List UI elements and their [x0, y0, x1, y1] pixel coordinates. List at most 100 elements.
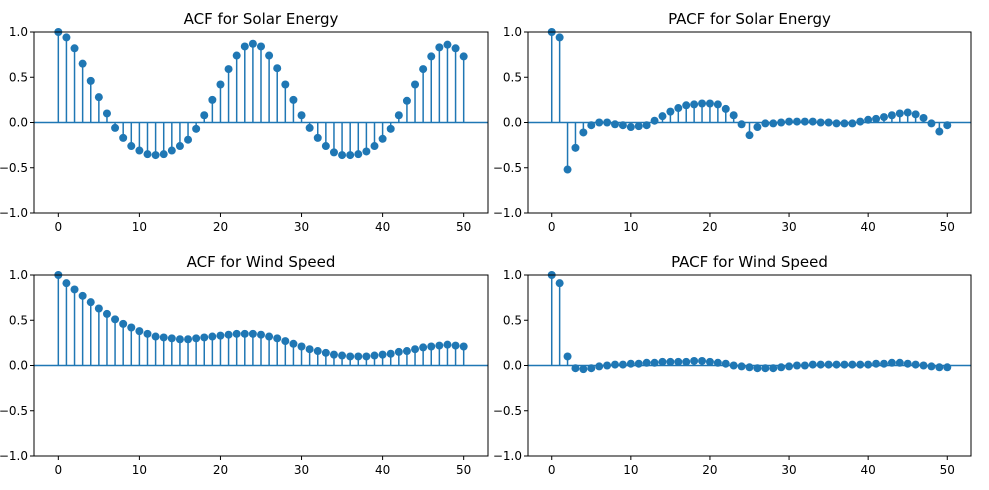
stem-marker — [674, 104, 683, 113]
stem-marker — [824, 118, 833, 127]
stem-marker — [70, 44, 79, 53]
stem-marker — [856, 360, 865, 369]
stem-marker — [816, 360, 825, 369]
stem-marker — [777, 118, 786, 127]
stem-marker — [281, 80, 290, 89]
stem-marker — [329, 148, 338, 157]
stem-marker — [273, 64, 282, 73]
panel-acf-solar-energy: ACF for Solar Energy 0 10 20 30 40 50 1.0 0.5 0.0… — [0, 10, 489, 234]
stem-marker — [135, 146, 144, 155]
stem-marker — [879, 113, 888, 122]
stem-marker — [435, 341, 444, 350]
stem-marker — [362, 352, 371, 361]
stem-marker — [887, 111, 896, 120]
stem-marker — [634, 122, 643, 131]
stem-marker — [666, 357, 675, 366]
stem-marker — [800, 117, 809, 126]
x-tick-label: 10 — [623, 463, 638, 477]
stem-marker — [167, 146, 176, 155]
stem-marker — [265, 51, 274, 60]
stem-marker — [159, 150, 168, 159]
stem-marker — [927, 119, 936, 128]
stem-marker — [386, 349, 395, 358]
stem-marker — [78, 59, 87, 68]
y-tick-label: 1.0 — [9, 268, 28, 282]
x-tick-label: 30 — [294, 220, 309, 234]
stem-marker — [111, 315, 120, 324]
stem-marker — [362, 147, 371, 156]
stem-marker — [281, 337, 290, 346]
stem-marker — [143, 150, 152, 159]
stem-marker — [682, 101, 691, 110]
stem-marker — [297, 342, 306, 351]
stem-marker — [943, 363, 952, 372]
x-tick-label: 50 — [940, 463, 955, 477]
stem-marker — [603, 361, 612, 370]
stem-marker — [119, 133, 128, 142]
stem-marker — [626, 359, 635, 368]
stem-marker — [394, 111, 403, 120]
stem-marker — [127, 323, 136, 332]
stem-marker — [579, 365, 588, 374]
stem-marker — [634, 359, 643, 368]
stem-marker — [792, 117, 801, 126]
stem-marker — [321, 348, 330, 357]
stem-marker — [313, 133, 322, 142]
stem-marker — [94, 93, 103, 102]
stem-marker — [192, 334, 201, 343]
stem-marker — [745, 363, 754, 372]
stem-marker — [911, 110, 920, 119]
stem-marker — [78, 291, 87, 300]
stem-marker — [840, 360, 849, 369]
stem-marker — [729, 361, 738, 370]
stem-marker — [571, 364, 580, 373]
y-tick-label: 1.0 — [9, 25, 28, 39]
stem-marker — [650, 116, 659, 125]
stem-marker — [143, 329, 152, 338]
stem-marker — [887, 358, 896, 367]
stem-marker — [587, 121, 596, 130]
stem-marker — [903, 108, 912, 117]
y-tick-label: −0.5 — [0, 161, 28, 175]
x-tick-label: 10 — [132, 220, 147, 234]
stem-marker — [248, 329, 257, 338]
stem-marker — [919, 113, 928, 122]
stem-marker — [102, 309, 111, 318]
stem-marker — [785, 362, 794, 371]
y-tick-label: −0.5 — [0, 404, 28, 418]
x-tick-label: 20 — [702, 220, 717, 234]
stem-marker — [354, 150, 363, 159]
stem-marker — [305, 345, 314, 354]
stem-marker — [119, 319, 128, 328]
stem-marker — [240, 42, 249, 51]
stem-marker — [354, 352, 363, 361]
x-tick-label: 30 — [294, 463, 309, 477]
y-tick-label: 1.0 — [503, 25, 522, 39]
stem-marker — [753, 123, 762, 132]
y-tick-label: −1.0 — [0, 206, 28, 220]
stem-marker — [816, 118, 825, 127]
stem-marker — [927, 362, 936, 371]
stem-marker — [265, 332, 274, 341]
stem-marker — [419, 65, 428, 74]
stem-marker — [698, 356, 707, 365]
x-tick-label: 20 — [213, 463, 228, 477]
stem-marker — [595, 362, 604, 371]
stem-marker — [705, 357, 714, 366]
stem-marker — [443, 340, 452, 349]
stem-marker — [611, 120, 620, 129]
x-tick-label: 0 — [55, 220, 63, 234]
stem-marker — [895, 109, 904, 118]
stem-marker — [62, 279, 71, 288]
stem-marker — [555, 33, 564, 42]
stem-marker — [370, 351, 379, 360]
stem-marker — [737, 362, 746, 371]
stem-marker — [595, 118, 604, 127]
stem-marker — [451, 341, 460, 350]
stem-marker — [666, 107, 675, 116]
stem-marker — [721, 104, 730, 113]
stem-marker — [86, 298, 95, 307]
stem-marker — [935, 127, 944, 136]
stem-marker — [753, 364, 762, 373]
